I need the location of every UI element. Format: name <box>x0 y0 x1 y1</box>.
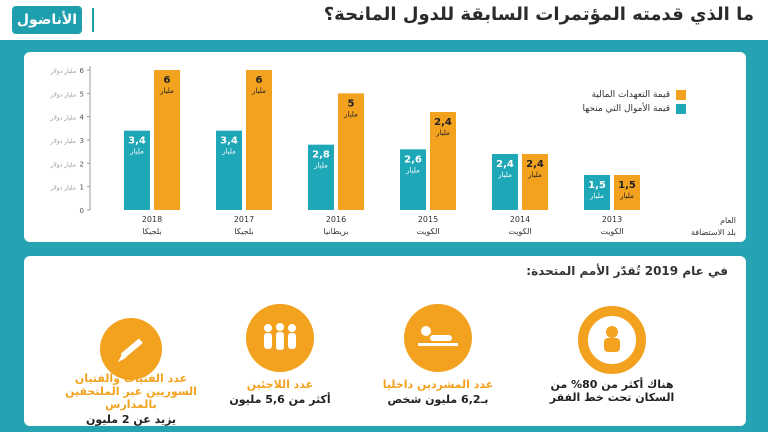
info-item-poverty: هناك أكثر من 80% من السكان تحت خط الفقر <box>537 378 687 404</box>
y-tick-unit: مليار دولار <box>49 138 76 145</box>
pencil-icon <box>100 318 162 380</box>
bar-unit-label: مليار <box>251 87 266 95</box>
bar-chart: 0 1 مليار دولار 2 مليار دولار 3 مليار دولار 4 مل… <box>49 66 640 236</box>
info-item-displaced: عدد المشردين داخليا بـ6,2 مليون شخص <box>363 378 513 407</box>
y-tick-label: 6 <box>80 67 85 75</box>
bar-value-label: 2,4 <box>434 117 452 128</box>
info-label-schools: عدد الفتيات والفتيان السوريين غير الملتح… <box>65 372 197 411</box>
y-tick-label: 1 <box>80 184 84 192</box>
header-bar: الأناضول ما الذي قدمته المؤتمرات السابقة… <box>0 0 768 40</box>
row-label-year: العام <box>720 216 736 225</box>
bar-unit-label: مليار <box>497 171 512 179</box>
bar-unit-label: مليار <box>129 148 144 156</box>
bar-unit-label: مليار <box>435 129 450 137</box>
bar-unit-label: مليار <box>159 87 174 95</box>
bar-pledge <box>246 70 272 210</box>
host-country-label: بريطانيا <box>324 227 349 236</box>
info-value-refugees: أكثر من 5,6 مليون <box>229 393 331 406</box>
poverty-icon <box>578 306 646 374</box>
bar-value-label: 2,4 <box>496 159 514 170</box>
bar-value-label: 3,4 <box>220 136 238 147</box>
bar-pledge <box>154 70 180 210</box>
y-tick-unit: مليار دولار <box>49 185 76 192</box>
bar-unit-label: مليار <box>589 192 604 200</box>
legend-pledge-label: قيمة التعهدات المالية <box>591 90 670 100</box>
info-label-poverty: هناك أكثر من 80% من السكان تحت خط الفقر <box>549 378 675 404</box>
info-label-displaced: عدد المشردين داخليا <box>382 378 494 391</box>
bar-unit-label: مليار <box>221 148 236 156</box>
bar-value-label: 6 <box>164 75 171 86</box>
bar-unit-label: مليار <box>343 110 358 118</box>
x-tick-label: 2014 <box>510 215 530 224</box>
bar-unit-label: مليار <box>405 166 420 174</box>
legend-granted: قيمة الأموال التي منحها <box>583 104 686 114</box>
info-heading: في عام 2019 تُقدّر الأمم المتحدة: <box>526 264 728 278</box>
bar-granted <box>584 175 610 210</box>
legend-granted-swatch <box>676 104 686 114</box>
bar-unit-label: مليار <box>619 192 634 200</box>
y-tick-unit: مليار دولار <box>49 115 76 122</box>
y-tick-label: 4 <box>80 114 85 122</box>
info-panel: في عام 2019 تُقدّر الأمم المتحدة: هناك أ… <box>24 256 746 426</box>
x-tick-label: 2013 <box>602 215 622 224</box>
legend-pledge-swatch <box>676 90 686 100</box>
info-value-displaced: بـ6,2 مليون شخص <box>387 393 489 406</box>
x-tick-label: 2018 <box>142 215 162 224</box>
y-tick-label: 3 <box>80 137 84 145</box>
host-country-label: الكويت <box>600 227 623 236</box>
host-country-label: بلجيكا <box>142 227 161 236</box>
x-tick-label: 2016 <box>326 215 346 224</box>
logo: الأناضول <box>12 6 82 34</box>
bar-granted <box>216 130 242 210</box>
x-tick-label: 2015 <box>418 215 438 224</box>
bar-pledge <box>614 175 640 210</box>
info-label-refugees: عدد اللاجئين <box>246 378 314 391</box>
logo-text: الأناضول <box>16 12 78 28</box>
y-tick-label: 2 <box>80 160 84 168</box>
legend-granted-label: قيمة الأموال التي منحها <box>582 104 670 114</box>
bar-granted <box>308 144 334 210</box>
bar-value-label: 1,5 <box>618 180 636 191</box>
y-tick-label: 0 <box>80 207 84 215</box>
legend-pledge: قيمة التعهدات المالية <box>592 90 686 100</box>
bar-pledge <box>522 154 548 210</box>
bar-unit-label: مليار <box>313 162 328 170</box>
x-tick-label: 2017 <box>234 215 254 224</box>
bar-unit-label: مليار <box>527 171 542 179</box>
bar-granted <box>124 130 150 210</box>
y-tick-unit: مليار دولار <box>49 91 76 98</box>
info-item-schools: عدد الفتيات والفتيان السوريين غير الملتح… <box>56 372 206 427</box>
bar-pledge <box>338 93 364 210</box>
host-country-label: الكويت <box>508 227 531 236</box>
info-value-schools: يزيد عن 2 مليون <box>85 413 177 426</box>
bar-value-label: 5 <box>348 98 355 109</box>
bar-granted <box>400 149 426 210</box>
host-country-label: الكويت <box>416 227 439 236</box>
chart-panel: 0 1 مليار دولار 2 مليار دولار 3 مليار دولار 4 مل… <box>24 52 746 242</box>
displaced-icon <box>404 304 472 372</box>
info-item-refugees: عدد اللاجئين أكثر من 5,6 مليون <box>205 378 355 407</box>
row-label-host: بلد الاستضافة <box>690 228 736 237</box>
bar-pledge <box>430 112 456 210</box>
bar-value-label: 2,6 <box>404 154 422 165</box>
bar-value-label: 6 <box>256 75 263 86</box>
host-country-label: بلجيكا <box>234 227 253 236</box>
logo-divider <box>92 8 94 32</box>
bar-value-label: 3,4 <box>128 136 146 147</box>
page-title: ما الذي قدمته المؤتمرات السابقة للدول ال… <box>323 4 754 25</box>
bar-granted <box>492 154 518 210</box>
bar-value-label: 2,8 <box>312 150 330 161</box>
refugees-icon <box>246 304 314 372</box>
y-tick-label: 5 <box>80 90 84 98</box>
y-tick-unit: مليار دولار <box>49 68 76 75</box>
y-tick-unit: مليار دولار <box>49 161 76 168</box>
bar-value-label: 1,5 <box>588 180 606 191</box>
bar-value-label: 2,4 <box>526 159 544 170</box>
